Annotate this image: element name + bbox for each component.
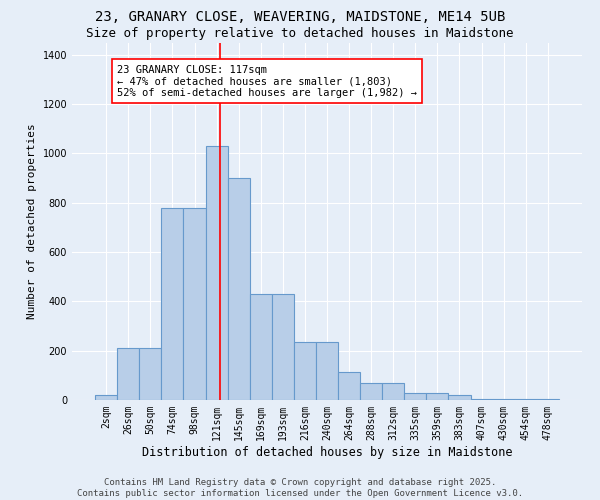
Y-axis label: Number of detached properties: Number of detached properties [27,124,37,319]
X-axis label: Distribution of detached houses by size in Maidstone: Distribution of detached houses by size … [142,446,512,458]
Bar [250,294,272,400]
Bar [470,399,493,400]
Bar [95,395,117,400]
Text: 23, GRANARY CLOSE, WEAVERING, MAIDSTONE, ME14 5UB: 23, GRANARY CLOSE, WEAVERING, MAIDSTONE,… [95,10,505,24]
Text: Contains HM Land Registry data © Crown copyright and database right 2025.
Contai: Contains HM Land Registry data © Crown c… [77,478,523,498]
Bar [227,178,250,400]
Text: Size of property relative to detached houses in Maidstone: Size of property relative to detached ho… [86,28,514,40]
Bar [448,395,470,400]
Bar [161,208,184,400]
Bar [272,294,294,400]
Bar [427,392,448,400]
Bar [382,382,404,400]
Bar [184,208,206,400]
Bar [537,399,559,400]
Bar [338,372,360,400]
Text: 23 GRANARY CLOSE: 117sqm
← 47% of detached houses are smaller (1,803)
52% of sem: 23 GRANARY CLOSE: 117sqm ← 47% of detach… [117,64,417,98]
Bar [360,382,382,400]
Bar [493,399,515,400]
Bar [117,348,139,400]
Bar [206,146,227,400]
Bar [316,342,338,400]
Bar [515,399,537,400]
Bar [294,342,316,400]
Bar [404,392,427,400]
Bar [139,348,161,400]
